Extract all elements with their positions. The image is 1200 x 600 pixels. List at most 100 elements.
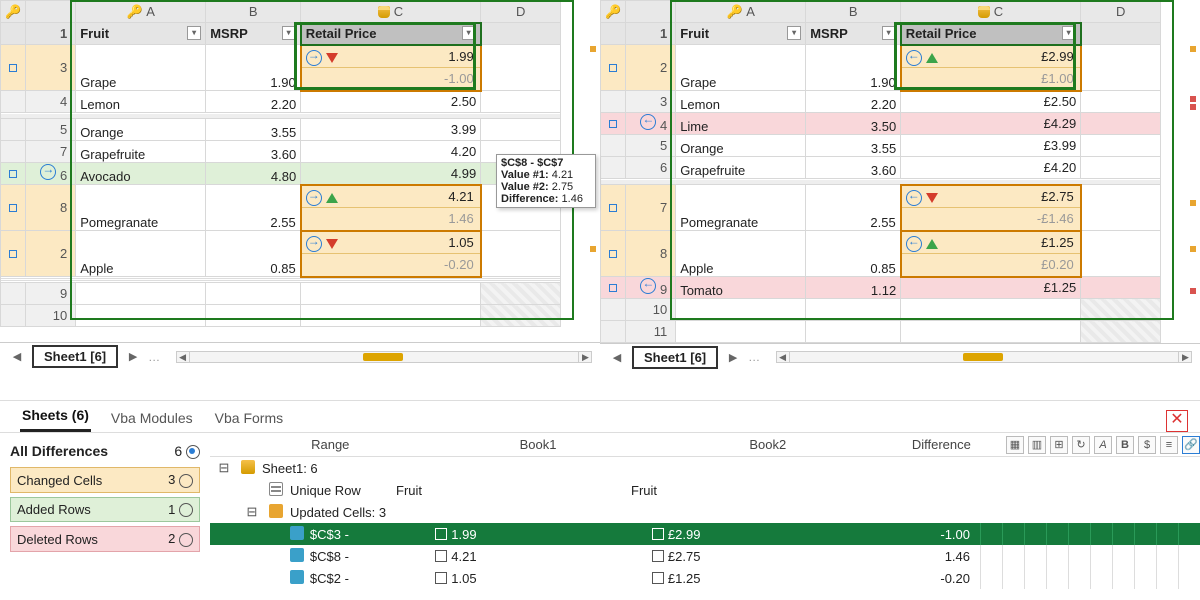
cell-D[interactable] <box>481 91 561 113</box>
cell-C[interactable]: £4.20 <box>901 157 1081 179</box>
merge-arrow-icon[interactable] <box>640 278 656 294</box>
filter-dropdown[interactable]: ▾ <box>282 26 296 40</box>
table-row[interactable]: 10 <box>601 299 1161 321</box>
table-row[interactable]: 3Grape1.901.99-1.00 <box>1 45 561 91</box>
cell-D[interactable] <box>1081 299 1161 321</box>
cell-A[interactable]: Apple <box>676 231 806 277</box>
col-header-C[interactable]: C <box>301 1 481 23</box>
changed-cell[interactable]: £1.25£0.20 <box>901 231 1081 277</box>
diff-row[interactable]: $C$2 -1.05£1.25-0.20 <box>210 567 1200 589</box>
table-row[interactable]: 2Grape1.90£2.99£1.00 <box>601 45 1161 91</box>
cell-B[interactable]: 1.90 <box>806 45 901 91</box>
table-row[interactable]: 3Lemon2.20£2.50 <box>601 91 1161 113</box>
legend-item[interactable]: Deleted Rows2 <box>10 526 200 552</box>
cell-A[interactable]: Grapefruite <box>76 141 206 163</box>
legend-item[interactable]: Changed Cells3 <box>10 467 200 493</box>
tool-2[interactable]: ▥ <box>1028 436 1046 454</box>
cell-C[interactable]: 3.99 <box>301 119 481 141</box>
cell-B[interactable] <box>806 321 901 343</box>
cell-D[interactable] <box>481 45 561 91</box>
col-header-D[interactable]: D <box>1081 1 1161 23</box>
table-row[interactable]: 10 <box>1 305 561 327</box>
expand-toggle[interactable]: ⊟ <box>238 504 266 520</box>
changed-cell[interactable]: £2.99£1.00 <box>901 45 1081 91</box>
col-header-B[interactable]: B <box>806 1 901 23</box>
merge-arrow-icon[interactable] <box>906 50 922 66</box>
cell-A[interactable]: Tomato <box>676 277 806 299</box>
expand-toggle[interactable]: ⊟ <box>210 460 238 476</box>
cell-B[interactable]: 3.50 <box>806 113 901 135</box>
cell-D[interactable] <box>1081 231 1161 277</box>
legend-radio[interactable] <box>179 474 193 488</box>
cell-A[interactable] <box>676 321 806 343</box>
tool-1[interactable]: ▦ <box>1006 436 1024 454</box>
cell-B[interactable] <box>806 299 901 321</box>
hscrollbar[interactable]: ◀▶ <box>776 351 1192 363</box>
diff-row[interactable]: ⊟Sheet1: 6 <box>210 457 1200 479</box>
diff-row[interactable]: Unique RowFruitFruit <box>210 479 1200 501</box>
cell-A[interactable] <box>76 305 206 327</box>
cell-A[interactable]: Pomegranate <box>676 185 806 231</box>
legend-radio[interactable] <box>179 503 193 517</box>
cell-D[interactable] <box>1081 135 1161 157</box>
cell-D[interactable] <box>1081 157 1161 179</box>
merge-arrow-icon[interactable] <box>306 236 322 252</box>
diff-row[interactable]: $C$8 -4.21£2.751.46 <box>210 545 1200 567</box>
filter-dropdown[interactable]: ▾ <box>462 26 476 40</box>
tab-sheets[interactable]: Sheets (6) <box>20 401 91 432</box>
cell-D[interactable] <box>1081 185 1161 231</box>
table-row[interactable]: 2Apple0.851.05-0.20 <box>1 231 561 277</box>
cell-A[interactable]: Lime <box>676 113 806 135</box>
merge-arrow-icon[interactable] <box>906 236 922 252</box>
hscrollbar[interactable]: ◀▶ <box>176 351 592 363</box>
table-row[interactable]: 5Orange3.553.99 <box>1 119 561 141</box>
cell-D[interactable] <box>481 231 561 277</box>
tool-dollar[interactable]: $ <box>1138 436 1156 454</box>
filter-dropdown[interactable]: ▾ <box>882 26 896 40</box>
cell-C[interactable]: 4.99 <box>301 163 481 185</box>
merge-arrow-icon[interactable] <box>906 190 922 206</box>
tab-prev[interactable]: ◀ <box>8 350 26 363</box>
legend-item[interactable]: Added Rows1 <box>10 497 200 523</box>
cell-A[interactable]: Orange <box>676 135 806 157</box>
legend-radio-all[interactable] <box>186 445 200 459</box>
cell-B[interactable]: 2.20 <box>206 91 301 113</box>
merge-arrow-icon[interactable] <box>306 190 322 206</box>
cell-A[interactable]: Apple <box>76 231 206 277</box>
changed-cell[interactable]: 1.05-0.20 <box>301 231 481 277</box>
close-button[interactable]: ✕ <box>1166 410 1188 432</box>
sheet-tab[interactable]: Sheet1 [6] <box>32 345 118 368</box>
col-header-D[interactable]: D <box>481 1 561 23</box>
cell-B[interactable]: 3.55 <box>206 119 301 141</box>
cell-A[interactable] <box>676 299 806 321</box>
table-row[interactable]: 9Tomato1.12£1.25 <box>601 277 1161 299</box>
cell-B[interactable]: 0.85 <box>806 231 901 277</box>
left-sheet[interactable]: 🔑 🔑 A B C D 1Fruit▾MSRP▾Retail Price▾3Gr… <box>0 0 561 327</box>
cell-A[interactable]: Grapefruite <box>676 157 806 179</box>
cell-D[interactable] <box>1081 91 1161 113</box>
cell-D[interactable] <box>1081 321 1161 343</box>
changed-cell[interactable]: 4.211.46 <box>301 185 481 231</box>
tool-4[interactable]: ↻ <box>1072 436 1090 454</box>
right-sheet[interactable]: 🔑 🔑 A B C D 1Fruit▾MSRP▾Retail Price▾2Gr… <box>600 0 1161 343</box>
tool-link[interactable]: 🔗 <box>1182 436 1200 454</box>
table-row[interactable]: 11 <box>601 321 1161 343</box>
table-row[interactable]: 8Pomegranate2.554.211.46 <box>1 185 561 231</box>
table-row[interactable]: 6Grapefruite3.60£4.20 <box>601 157 1161 179</box>
table-row[interactable]: 4Lemon2.202.50 <box>1 91 561 113</box>
table-row[interactable]: 5Orange3.55£3.99 <box>601 135 1161 157</box>
col-header-A[interactable]: 🔑 A <box>676 1 806 23</box>
legend-radio[interactable] <box>179 533 193 547</box>
cell-A[interactable] <box>76 283 206 305</box>
cell-A[interactable]: Orange <box>76 119 206 141</box>
filter-dropdown[interactable]: ▾ <box>1062 26 1076 40</box>
cell-A[interactable]: Lemon <box>676 91 806 113</box>
changed-cell[interactable]: £2.75-£1.46 <box>901 185 1081 231</box>
cell-D[interactable] <box>481 305 561 327</box>
cell-A[interactable]: Lemon <box>76 91 206 113</box>
cell-C[interactable]: £3.99 <box>901 135 1081 157</box>
cell-B[interactable]: 1.90 <box>206 45 301 91</box>
merge-arrow-icon[interactable] <box>640 114 656 130</box>
tab-prev[interactable]: ◀ <box>608 351 626 364</box>
merge-arrow-icon[interactable] <box>306 50 322 66</box>
